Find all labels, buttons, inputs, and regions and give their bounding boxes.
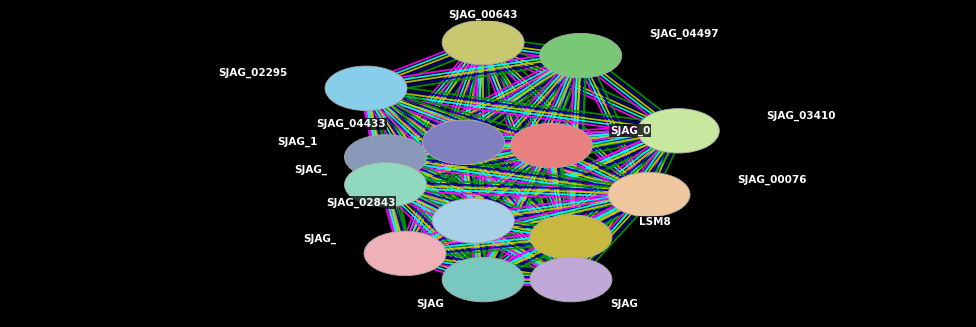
Ellipse shape — [530, 215, 612, 259]
Text: SJAG_04433: SJAG_04433 — [316, 119, 386, 129]
Text: SJAG_02295: SJAG_02295 — [219, 68, 288, 78]
Ellipse shape — [345, 135, 427, 179]
Text: SJAG_00643: SJAG_00643 — [448, 9, 518, 20]
Ellipse shape — [442, 20, 524, 65]
Ellipse shape — [432, 198, 514, 243]
Ellipse shape — [423, 120, 505, 164]
Ellipse shape — [510, 123, 592, 168]
Text: SJAG_: SJAG_ — [304, 233, 337, 244]
Text: SJAG_04497: SJAG_04497 — [649, 29, 718, 39]
Text: SJAG: SJAG — [610, 299, 638, 309]
Text: SJAG_00076: SJAG_00076 — [737, 175, 806, 185]
Ellipse shape — [325, 66, 407, 111]
Text: SJAG: SJAG — [416, 299, 444, 309]
Ellipse shape — [345, 163, 427, 207]
Text: SJAG_03410: SJAG_03410 — [766, 111, 835, 121]
Text: SJAG_02843: SJAG_02843 — [326, 198, 395, 208]
Text: SJAG_1: SJAG_1 — [277, 137, 317, 147]
Text: SJAG_: SJAG_ — [294, 165, 327, 175]
Text: SJAG_0: SJAG_0 — [610, 126, 650, 136]
Ellipse shape — [442, 257, 524, 302]
Ellipse shape — [364, 231, 446, 276]
Text: LSM8: LSM8 — [639, 217, 671, 227]
Ellipse shape — [637, 109, 719, 153]
Ellipse shape — [608, 172, 690, 217]
Ellipse shape — [530, 257, 612, 302]
Ellipse shape — [540, 33, 622, 78]
